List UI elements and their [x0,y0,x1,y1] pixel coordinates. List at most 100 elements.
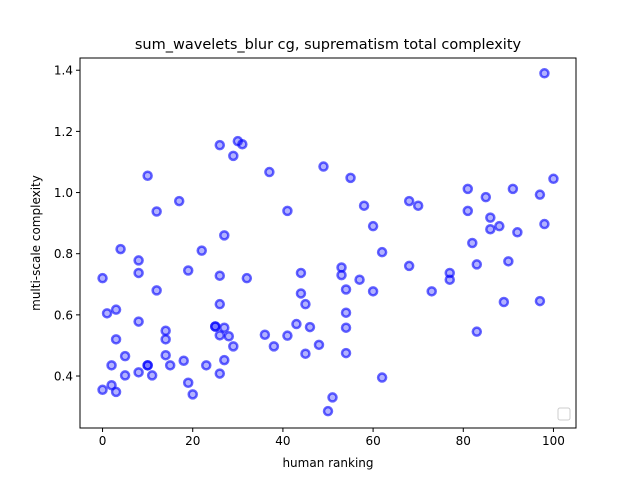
data-point [151,285,162,296]
data-point [367,286,379,297]
data-point [133,255,144,266]
data-point [182,265,194,276]
data-point [142,360,153,371]
data-point [160,334,171,345]
data-point [133,367,144,378]
data-point [97,272,108,284]
data-point [119,350,131,362]
data-point [480,191,492,203]
y-tick-label: 1.2 [54,125,73,139]
data-point [164,360,176,371]
data-point [340,307,352,318]
data-point [219,354,230,366]
data-point [187,389,198,400]
data-point [426,286,437,297]
data-point [97,384,108,396]
data-point [119,370,131,381]
data-point [142,170,153,181]
y-axis-ticks: 0.4 0.6 0.8 1.0 1.2 1.4 [54,64,80,384]
data-point [291,318,302,330]
data-point [106,360,117,371]
data-point [214,270,226,281]
y-tick-label: 0.8 [54,247,73,261]
data-point [539,218,550,230]
data-point [358,200,370,211]
data-point [403,260,415,272]
data-point [340,284,352,295]
data-point [214,368,226,379]
data-point [282,330,293,341]
data-point [300,298,311,310]
data-point [241,272,253,284]
data-point [548,173,559,185]
plot-area [80,58,576,428]
data-point [340,322,352,333]
data-point [173,195,185,207]
data-point [110,334,122,345]
x-tick-label: 20 [185,434,200,448]
data-point [259,329,271,340]
data-point [214,139,226,151]
data-point [534,189,546,200]
x-tick-label: 40 [275,434,290,448]
data-point [336,269,347,281]
data-point [512,227,523,238]
data-point [146,370,158,381]
data-point [214,298,226,310]
data-point [444,274,455,285]
data-point [151,206,162,217]
data-point [322,405,334,417]
data-point [313,339,325,351]
data-point [219,230,230,241]
data-point [367,220,379,232]
data-point [462,183,474,195]
data-point [471,326,483,337]
data-point [485,223,496,235]
y-axis-label: multi-scale complexity [29,175,43,311]
data-point [345,172,356,184]
x-axis-ticks: 0 20 40 60 80 100 [99,428,565,448]
data-point [503,256,514,267]
x-tick-label: 60 [365,434,380,448]
points-layer [97,68,559,417]
data-point [304,321,316,333]
data-point [133,267,144,279]
data-point [201,360,212,371]
data-point [178,355,189,366]
x-tick-label: 100 [542,434,565,448]
y-tick-label: 0.6 [54,308,73,322]
y-tick-label: 0.4 [54,370,73,384]
data-point [133,316,144,327]
data-point [403,195,415,207]
data-point [376,372,388,383]
data-point [354,274,365,285]
data-point [101,308,113,319]
data-point [160,349,171,361]
data-point [268,341,280,352]
data-point [376,246,388,258]
data-point [219,322,230,333]
data-point [196,245,207,256]
plot-frame [79,57,577,429]
legend-box [557,407,571,421]
data-point [237,138,248,150]
data-point [228,341,239,352]
data-point [106,379,117,391]
data-point [115,243,126,255]
chart-title: sum_wavelets_blur cg, suprematism total … [135,37,522,53]
data-point [182,377,194,388]
data-point [467,237,478,249]
data-point [110,386,122,398]
data-point [282,205,293,217]
x-axis-label: human ranking [282,456,373,470]
data-point [318,161,329,172]
data-point [498,296,510,308]
data-point [462,205,474,217]
data-point [295,288,307,299]
x-tick-label: 0 [99,434,107,448]
data-point [340,347,352,359]
y-tick-label: 1.4 [54,64,73,78]
data-point [210,321,221,332]
data-point [295,267,307,279]
